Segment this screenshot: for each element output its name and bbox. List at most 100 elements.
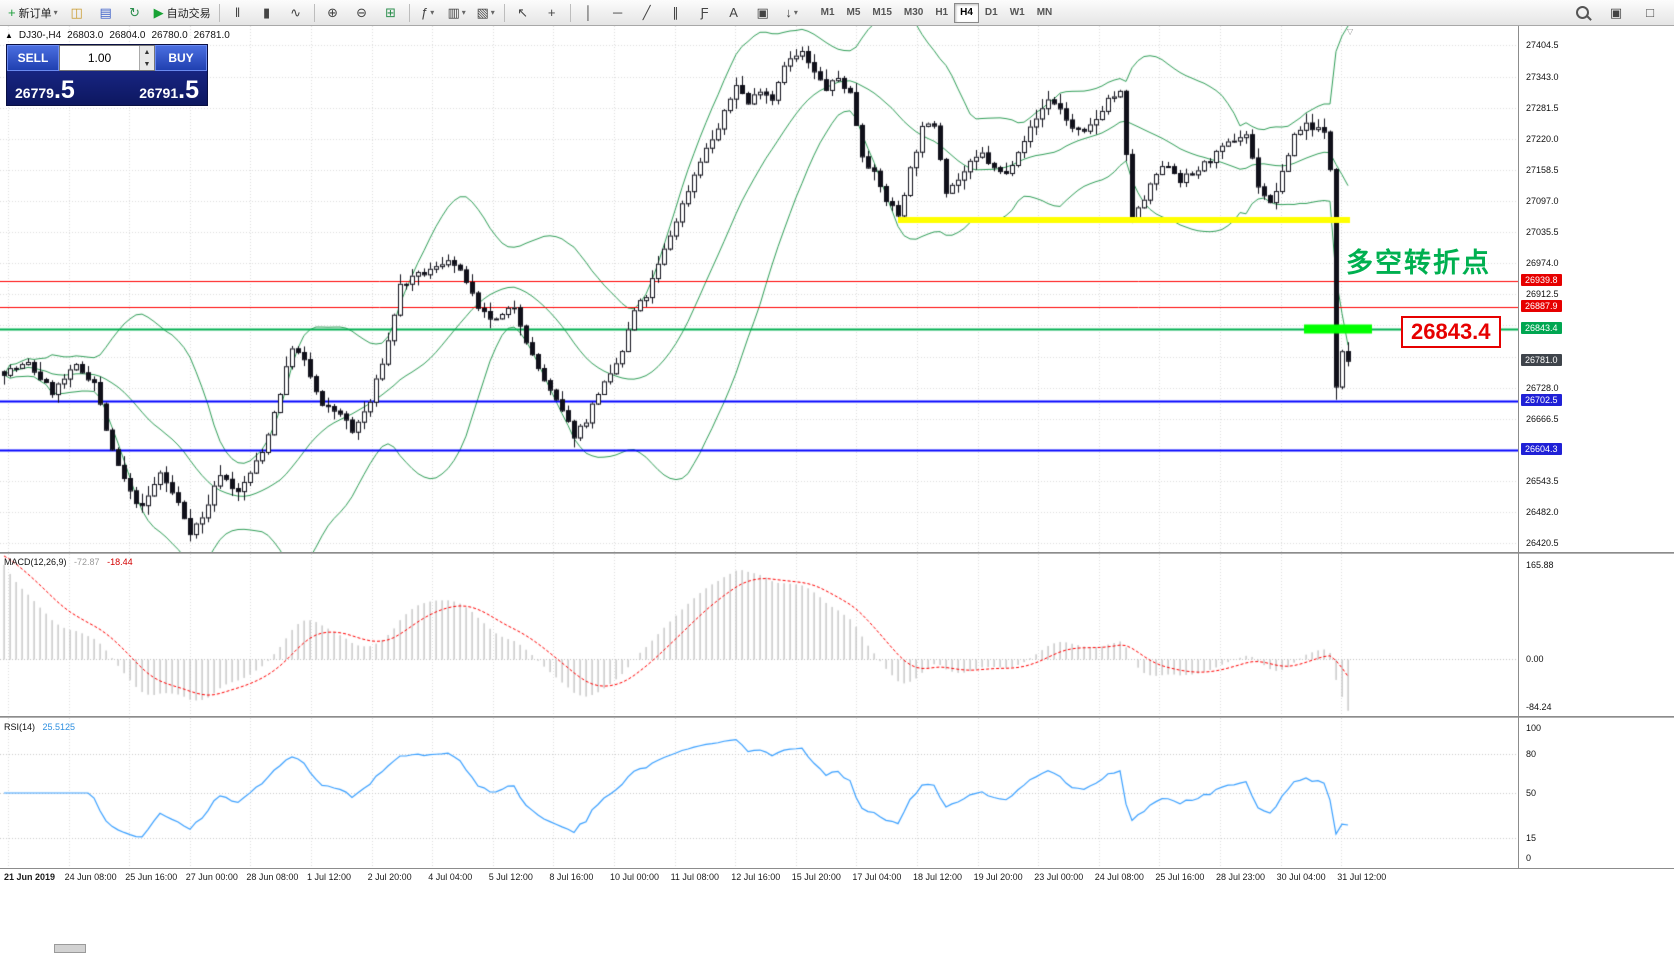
- chart-window-icon: ◫: [70, 4, 83, 20]
- trendline-icon[interactable]: ╱: [633, 2, 661, 24]
- symbol-header: ▲ DJ30-,H4 26803.0 26804.0 26780.0 26781…: [5, 30, 230, 41]
- periods-icon[interactable]: ▥ ▾: [443, 2, 471, 24]
- main-chart-canvas[interactable]: [0, 26, 1518, 552]
- fibonacci-icon[interactable]: Ƒ: [691, 2, 719, 24]
- refresh-icon: ↻: [129, 4, 141, 20]
- buy-price-main: 26791: [139, 85, 179, 101]
- ohlc-low: 26780.0: [151, 30, 188, 41]
- channel-icon[interactable]: ∥: [662, 2, 690, 24]
- bar-chart-icon: ‖: [234, 5, 241, 20]
- autotrading-button[interactable]: ▶ 自动交易: [150, 2, 215, 24]
- horizontal-line-icon[interactable]: ─: [604, 2, 632, 24]
- timeframe-h4[interactable]: H4: [954, 2, 979, 23]
- price-axis-label: 26912.5: [1526, 289, 1559, 300]
- volume-up-button[interactable]: ▲: [140, 46, 154, 58]
- price-axis-label: 27220.0: [1526, 133, 1559, 144]
- cursor-icon: ↖: [517, 4, 529, 20]
- zoom-out-icon[interactable]: ⊖: [348, 2, 376, 24]
- bar-chart-icon[interactable]: ‖: [224, 2, 252, 24]
- price-badge: 26781.0: [1521, 353, 1562, 366]
- chart-window-icon[interactable]: ◫: [63, 2, 91, 24]
- refresh-icon[interactable]: ↻: [121, 2, 149, 24]
- sell-button[interactable]: SELL: [7, 45, 59, 71]
- time-axis-label: 31 Jul 12:00: [1337, 872, 1387, 882]
- text-icon[interactable]: A: [720, 2, 748, 24]
- rsi-axis-label: 100: [1526, 723, 1542, 734]
- rsi-axis-label: 50: [1526, 788, 1537, 798]
- buy-button[interactable]: BUY: [155, 45, 207, 71]
- candlestick-chart-icon[interactable]: ▮: [253, 2, 281, 24]
- price-axis-label: 26543.5: [1526, 475, 1559, 486]
- timeframe-m30[interactable]: M30: [903, 7, 924, 18]
- tile-windows-icon[interactable]: ⊞: [377, 2, 405, 24]
- cursor-icon[interactable]: ↖: [509, 2, 537, 24]
- macd-panel-canvas[interactable]: [0, 554, 1518, 716]
- time-axis-label: 27 Jun 00:00: [185, 872, 238, 882]
- zoom-in-icon[interactable]: ⊕: [319, 2, 347, 24]
- trendline-icon: ╱: [642, 4, 651, 20]
- symbol-name: DJ30-,H4: [18, 30, 62, 41]
- toolbar-right: ▣ □: [1568, 2, 1670, 24]
- price-axis-label: 27404.5: [1526, 40, 1559, 51]
- templates-icon[interactable]: ▧ ▾: [472, 2, 500, 24]
- indicators-icon[interactable]: ƒ ▾: [414, 2, 442, 24]
- time-axis-label: 1 Jul 12:00: [307, 872, 352, 882]
- panel-separator[interactable]: [0, 716, 1674, 718]
- toolbar-separator: [313, 3, 315, 22]
- price-axis-label: 26482.0: [1526, 507, 1559, 518]
- volume-down-button[interactable]: ▼: [140, 58, 154, 70]
- timeframe-d1[interactable]: D1: [984, 7, 998, 18]
- timeframe-w1[interactable]: W1: [1009, 7, 1025, 18]
- macd-name: MACD(12,26,9): [4, 557, 67, 567]
- time-axis-label: 19 Jul 20:00: [973, 872, 1023, 882]
- time-axis-label: 28 Jul 23:00: [1216, 872, 1266, 882]
- line-chart-icon[interactable]: ∿: [282, 2, 310, 24]
- price-axis-label: 27281.5: [1526, 102, 1559, 113]
- fibonacci-icon: Ƒ: [700, 5, 709, 20]
- new-order-button: +: [8, 5, 16, 20]
- new-order-button[interactable]: + 新订单 ▾: [4, 2, 62, 24]
- tile-windows-icon: ⊞: [385, 4, 397, 20]
- arrows-icon[interactable]: ↓ ▾: [778, 2, 806, 24]
- time-axis-label: 17 Jul 04:00: [852, 872, 902, 882]
- timeframe-group: M1 M5 M15 M30 H1 H4 D1 W1 MN: [815, 2, 1059, 23]
- new-chart-icon[interactable]: □: [1646, 5, 1654, 20]
- rsi-axis-label: 80: [1526, 749, 1537, 760]
- price-callout: 26843.4: [1401, 316, 1501, 348]
- window-tab[interactable]: [54, 944, 86, 953]
- crosshair-icon[interactable]: +: [538, 2, 566, 24]
- timeframe-m5[interactable]: M5: [846, 7, 861, 18]
- rsi-panel-canvas[interactable]: [0, 718, 1518, 868]
- timeframe-mn[interactable]: MN: [1036, 7, 1053, 18]
- chevron-down-icon: ▾: [793, 8, 798, 17]
- price-axis-label: 27097.0: [1526, 195, 1559, 206]
- profiles-icon[interactable]: ▤: [92, 2, 120, 24]
- rsi-name: RSI(14): [4, 722, 36, 732]
- new-order-button-label: 新订单: [18, 7, 52, 20]
- text-label-icon: ▣: [756, 4, 769, 20]
- panel-separator[interactable]: [0, 552, 1674, 554]
- vertical-line-icon[interactable]: │: [575, 2, 603, 24]
- channel-icon: ∥: [672, 4, 679, 20]
- toolbar-separator: [218, 3, 220, 22]
- buy-price: 26791.5: [139, 78, 199, 103]
- search-icon[interactable]: [1568, 2, 1596, 24]
- ohlc-close: 26781.0: [193, 30, 230, 41]
- timeframe-m1[interactable]: M1: [820, 7, 835, 18]
- data-window-icon[interactable]: ▣: [1609, 4, 1623, 20]
- chart-shift-marker-icon[interactable]: ▽: [1347, 27, 1354, 36]
- price-axis-label: 26420.5: [1526, 538, 1559, 549]
- time-axis-label: 24 Jun 08:00: [64, 872, 117, 882]
- volume-input[interactable]: 1.00: [87, 51, 112, 65]
- timeframe-h1[interactable]: H1: [935, 7, 949, 18]
- rsi-axis-label: 15: [1526, 833, 1537, 844]
- indicators-icon: ƒ: [420, 5, 429, 20]
- macd-signal-value: -18.44: [107, 557, 133, 567]
- turning-point-annotation: 多空转折点: [1346, 248, 1491, 278]
- timeframe-m15[interactable]: M15: [872, 7, 892, 18]
- text-label-icon[interactable]: ▣: [749, 2, 777, 24]
- symbol-marker-icon: ▲: [5, 31, 13, 40]
- time-axis-label: 11 Jul 08:00: [670, 872, 719, 882]
- zoom-out-icon: ⊖: [356, 4, 368, 20]
- price-axis-label: 27343.0: [1526, 71, 1559, 82]
